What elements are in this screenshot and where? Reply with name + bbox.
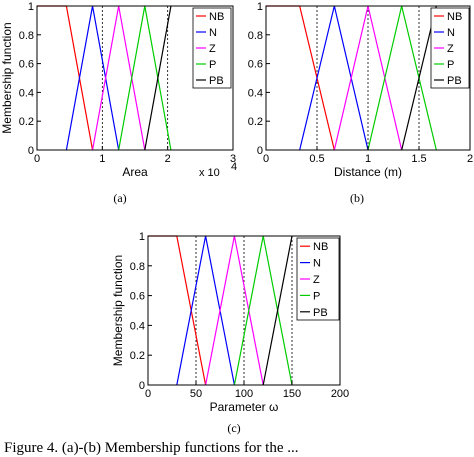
- legend-label-z: Z: [209, 43, 216, 55]
- panel-label: (b): [350, 191, 364, 205]
- legend-label-z: Z: [313, 274, 320, 286]
- legend-label-p: P: [447, 59, 454, 71]
- y-tick-label: 0.8: [19, 30, 34, 42]
- chart-panel-3: 0 50 100 150 200 0 0.2 0.4 0.6 0.8 1 Parameter ω Mem…: [111, 231, 349, 435]
- y-axis-label: Membership function: [0, 22, 14, 133]
- x-tick-label: 1: [99, 153, 105, 165]
- series-line-n: [176, 235, 235, 386]
- legend-label-z: Z: [447, 43, 454, 55]
- series-line-pb: [262, 235, 293, 386]
- y-tick-label: 0.6: [19, 59, 34, 71]
- chart-panel-1: 0 1 2 3 0 0.2 0.4 0.6 0.8 1 Area Membership functio…: [0, 1, 237, 205]
- x-axis-multiplier-exponent: 4: [231, 161, 237, 173]
- series-line-pb: [401, 5, 437, 151]
- panel-label: (c): [227, 421, 240, 435]
- y-axis-label: Membership function: [111, 255, 125, 366]
- legend-label-pb: PB: [313, 307, 328, 319]
- series-line-z: [205, 235, 264, 386]
- x-tick-label: 0: [145, 388, 151, 400]
- series-line-n: [65, 5, 120, 151]
- series-line-p: [233, 235, 293, 386]
- legend-label-pb: PB: [209, 75, 224, 87]
- y-tick-label: 0.6: [130, 291, 145, 303]
- series-line-nb: [266, 5, 335, 151]
- legend-label-p: P: [209, 59, 216, 71]
- x-tick-label: 200: [331, 388, 349, 400]
- y-tick-label: 0.2: [130, 350, 145, 362]
- legend-label-n: N: [209, 27, 217, 39]
- y-tick-label: 1: [257, 1, 263, 13]
- plot-frame: [36, 5, 234, 151]
- y-tick-label: 0.4: [19, 87, 34, 99]
- x-axis-label: Distance (m): [334, 165, 402, 179]
- x-tick-label: 0: [34, 153, 40, 165]
- y-tick-label: 0.4: [248, 87, 263, 99]
- x-tick-label: 2: [165, 153, 171, 165]
- series-line-p: [118, 5, 172, 151]
- x-tick-label: 150: [283, 388, 301, 400]
- legend-label-n: N: [447, 27, 455, 39]
- legend-label-p: P: [313, 290, 320, 302]
- x-tick-label: 0: [263, 153, 269, 165]
- legend-label-pb: PB: [447, 75, 462, 87]
- y-tick-label: 0.6: [248, 59, 263, 71]
- y-tick-label: 0.4: [130, 320, 145, 332]
- y-tick-label: 0.2: [19, 116, 34, 128]
- series-line-p: [367, 5, 437, 151]
- x-axis-label: Parameter ω: [210, 400, 279, 414]
- y-tick-label: 1: [139, 231, 145, 243]
- x-tick-label: 50: [190, 388, 202, 400]
- panel-label: (a): [113, 191, 126, 205]
- legend-label-nb: NB: [209, 11, 224, 23]
- legend-label-nb: NB: [447, 11, 462, 23]
- x-tick-label: 3: [230, 153, 236, 165]
- series-line-n: [299, 5, 369, 151]
- y-tick-label: 0: [28, 145, 34, 157]
- series-line-nb: [148, 235, 207, 386]
- x-axis-multiplier: x 10: [199, 167, 220, 179]
- series-line-nb: [37, 5, 94, 151]
- chart-panels: 0 1 2 3 0 0.2 0.4 0.6 0.8 1 Area Membership functio…: [0, 1, 473, 435]
- figure-caption: Figure 4. (a)-(b) Membership functions f…: [4, 440, 299, 456]
- x-tick-label: 0.5: [309, 153, 324, 165]
- y-tick-label: 0.8: [130, 261, 145, 273]
- y-tick-label: 1: [28, 1, 34, 13]
- legend-label-nb: NB: [313, 241, 328, 253]
- x-axis-label: Area: [122, 165, 148, 179]
- y-tick-label: 0: [257, 145, 263, 157]
- x-tick-label: 1.5: [411, 153, 426, 165]
- legend-label-n: N: [313, 258, 321, 270]
- series-line-pb: [144, 5, 172, 151]
- y-tick-label: 0: [139, 380, 145, 392]
- y-tick-label: 0.8: [248, 30, 263, 42]
- y-tick-label: 0.2: [248, 116, 263, 128]
- series-line-z: [91, 5, 146, 151]
- x-tick-label: 2: [467, 153, 473, 165]
- x-tick-label: 1: [365, 153, 371, 165]
- x-tick-label: 100: [235, 388, 253, 400]
